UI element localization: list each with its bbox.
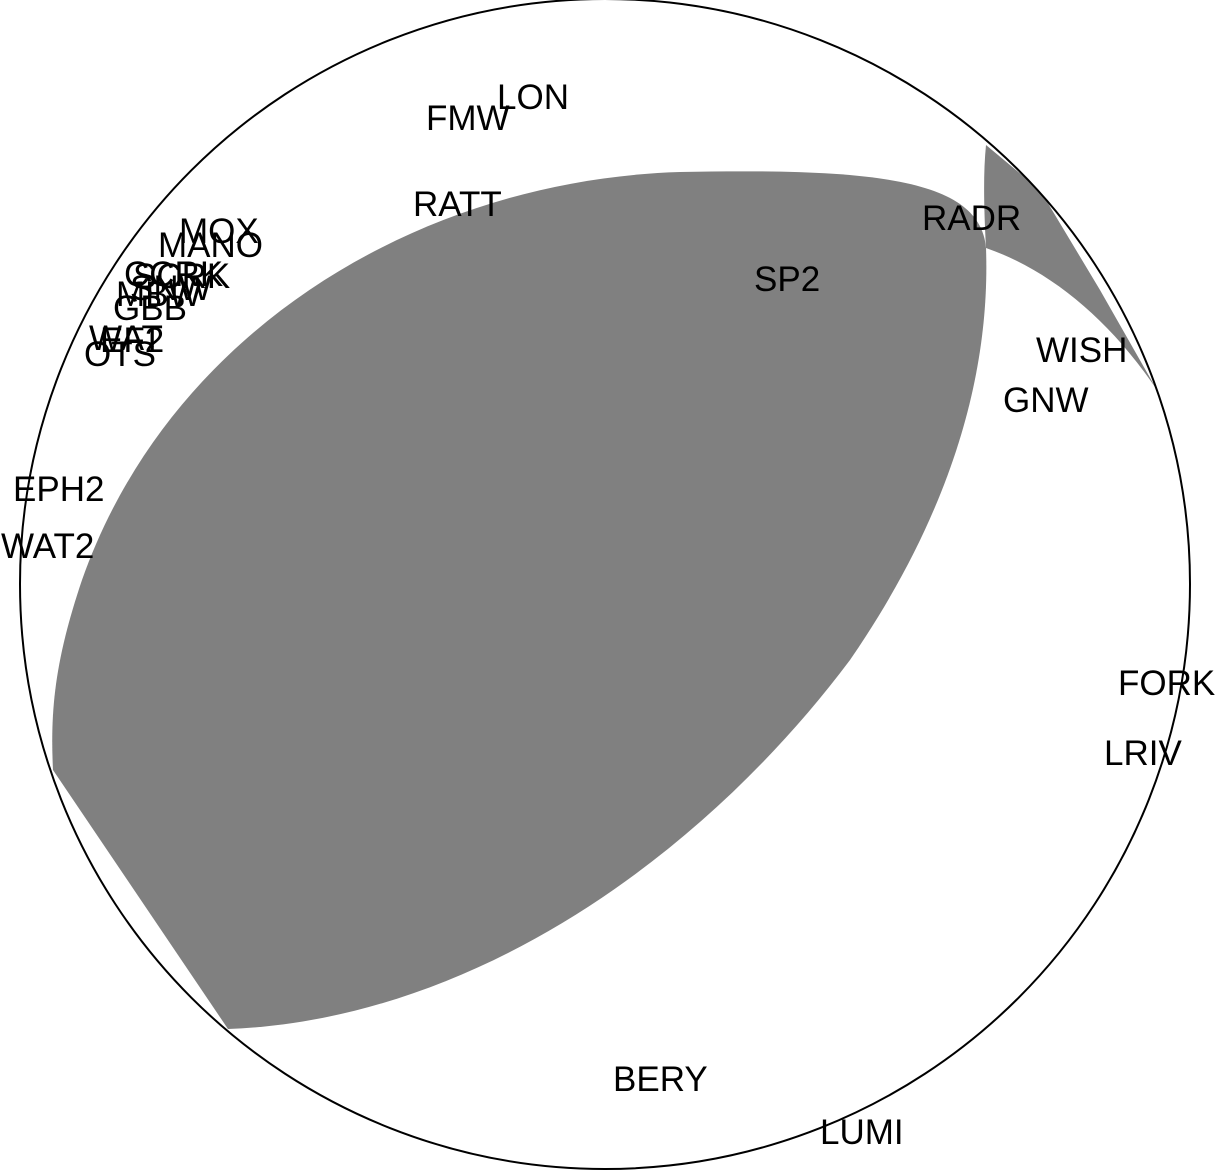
station-label-gnw: GNW (1003, 381, 1089, 420)
station-label-radr: RADR (922, 199, 1021, 238)
station-label-eph2: EPH2 (13, 470, 104, 509)
station-label-gbb: GBB (113, 289, 187, 328)
station-label-lumi: LUMI (820, 1113, 904, 1152)
station-labels: LON FMW RATT RADR SP2 MOX MANO SCRK CCRK… (1, 78, 1215, 1152)
station-label-fmw: FMW (426, 99, 510, 138)
station-label-wat2: WAT2 (1, 527, 94, 566)
station-label-sp2: SP2 (754, 260, 820, 299)
focal-sphere-fill (20, 0, 1190, 1169)
station-label-ratt: RATT (413, 185, 502, 224)
station-label-ots: OTS (84, 335, 156, 374)
compressional-lobe-sliver (984, 145, 1157, 390)
station-label-mox: MOX (179, 212, 259, 251)
station-label-snw: SNW (130, 269, 212, 308)
station-label-ef2: EF2 (100, 321, 164, 360)
compressional-lobe-main (52, 171, 987, 1029)
station-label-lon: LON (497, 78, 569, 117)
station-label-wish: WISH (1036, 331, 1127, 370)
focal-sphere-outline (19, 0, 1191, 1170)
station-label-fork: FORK (1118, 664, 1215, 703)
station-label-mano: MANO (158, 226, 263, 265)
station-label-bery: BERY (613, 1060, 708, 1099)
station-label-mbw: MBW (116, 275, 202, 314)
station-label-scrk: SCRK (133, 257, 230, 296)
station-label-lriv: LRIV (1104, 734, 1182, 773)
station-label-wat: WAT (89, 319, 163, 358)
station-label-ccrk: CCRK (124, 255, 223, 294)
